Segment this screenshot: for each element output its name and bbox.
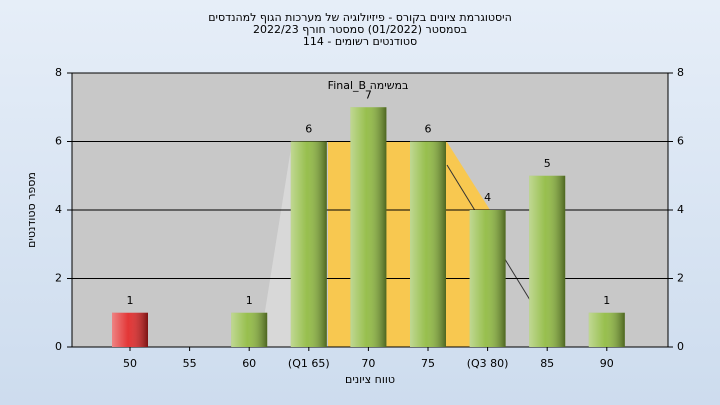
x-tick-label: 70	[361, 357, 375, 370]
bar-shade	[231, 312, 268, 347]
x-tick-label: 60	[242, 357, 256, 370]
title-line: סטודנטים רשומים - 114	[303, 35, 417, 48]
x-tick-label: (Q3 80)	[467, 357, 509, 370]
y2-tick-label: 8	[677, 66, 684, 79]
bar-shade	[350, 107, 387, 347]
y2-tick-label: 0	[677, 340, 684, 353]
x-tick-label: 85	[540, 357, 554, 370]
x-tick-label: (Q1 65)	[288, 357, 330, 370]
y-tick-label: 8	[55, 66, 62, 79]
y-tick-label: 6	[55, 135, 62, 148]
data-label: 5	[544, 157, 551, 170]
data-label: 6	[305, 123, 312, 136]
y-tick-label: 0	[55, 340, 62, 353]
bar-shade	[469, 210, 506, 347]
y2-tick-label: 6	[677, 135, 684, 148]
bar-shade	[529, 175, 566, 347]
y-tick-label: 2	[55, 272, 62, 285]
title-line: בסמסטר (01/2022) סמסטר חורף 2022/23	[253, 23, 467, 36]
data-label: 7	[365, 88, 372, 101]
data-label: 6	[425, 123, 432, 136]
x-axis-label: טווח ציונים	[345, 373, 395, 386]
y2-tick-label: 4	[677, 203, 684, 216]
y2-tick-label: 2	[677, 272, 684, 285]
bar-shade	[290, 141, 327, 347]
x-tick-label: 90	[600, 357, 614, 370]
data-label: 1	[603, 294, 610, 307]
bar-shade	[410, 141, 446, 347]
bar-shade	[112, 312, 148, 347]
x-tick-label: 75	[421, 357, 435, 370]
bar-shade	[588, 312, 625, 347]
y-axis-label: מספר סטודנטים	[25, 172, 38, 248]
title-line: היסטוגרמת ציונים בקורס - פיזיולוגיה של מ…	[208, 11, 512, 24]
data-label: 4	[484, 191, 491, 204]
annotation: במשימה Final_B	[328, 79, 409, 92]
data-label: 1	[127, 294, 134, 307]
y-tick-label: 4	[55, 203, 62, 216]
data-label: 1	[246, 294, 253, 307]
x-tick-label: 55	[183, 357, 197, 370]
x-tick-label: 50	[123, 357, 137, 370]
